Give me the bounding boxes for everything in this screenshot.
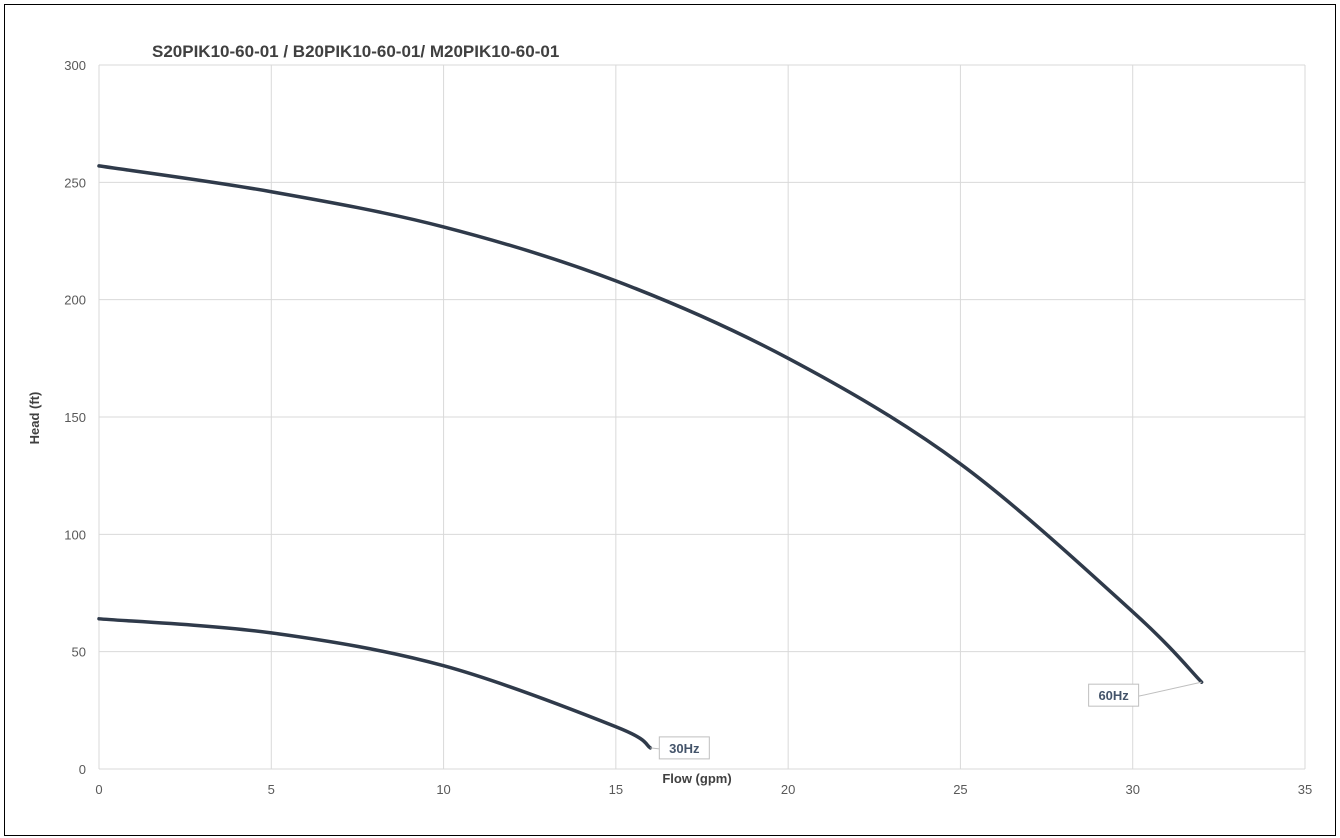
- y-tick-label: 0: [79, 762, 86, 777]
- x-tick-label: 25: [953, 782, 967, 797]
- x-tick-label: 20: [781, 782, 795, 797]
- y-tick-label: 300: [64, 58, 86, 73]
- series-line-60hz: [97, 164, 1204, 684]
- y-tick-label: 50: [72, 645, 86, 660]
- chart-title: S20PIK10-60-01 / B20PIK10-60-01/ M20PIK1…: [152, 42, 559, 61]
- y-tick-label: 150: [64, 410, 86, 425]
- series-line-30hz: [97, 617, 653, 750]
- x-tick-label: 10: [436, 782, 450, 797]
- callout-label-60hz: 60Hz: [1098, 688, 1129, 703]
- y-tick-label: 250: [64, 175, 86, 190]
- x-tick-label: 35: [1298, 782, 1312, 797]
- callout-leader-60hz: [1138, 681, 1202, 697]
- x-tick-label: 5: [268, 782, 275, 797]
- y-tick-label: 200: [64, 293, 86, 308]
- callout-label-30hz: 30Hz: [669, 741, 700, 756]
- x-tick-label: 30: [1125, 782, 1139, 797]
- x-tick-label: 15: [609, 782, 623, 797]
- grid-lines: [98, 64, 1306, 769]
- y-tick-label: 100: [64, 527, 86, 542]
- callout-leader-30hz: [650, 747, 660, 750]
- x-tick-labels: 0 5 10 15 20 25 30 35: [95, 782, 1312, 797]
- x-tick-label: 0: [95, 782, 102, 797]
- callout-box-60hz: [1088, 683, 1140, 707]
- series-lines: [97, 164, 1204, 750]
- x-axis-title: Flow (gpm): [662, 771, 731, 786]
- y-axis-title: Head (ft): [27, 392, 42, 445]
- callout-box-30hz: [658, 736, 710, 760]
- series-callouts: 60Hz 30Hz: [650, 681, 1202, 760]
- y-tick-labels: 0 50 100 150 200 250 300: [64, 58, 86, 777]
